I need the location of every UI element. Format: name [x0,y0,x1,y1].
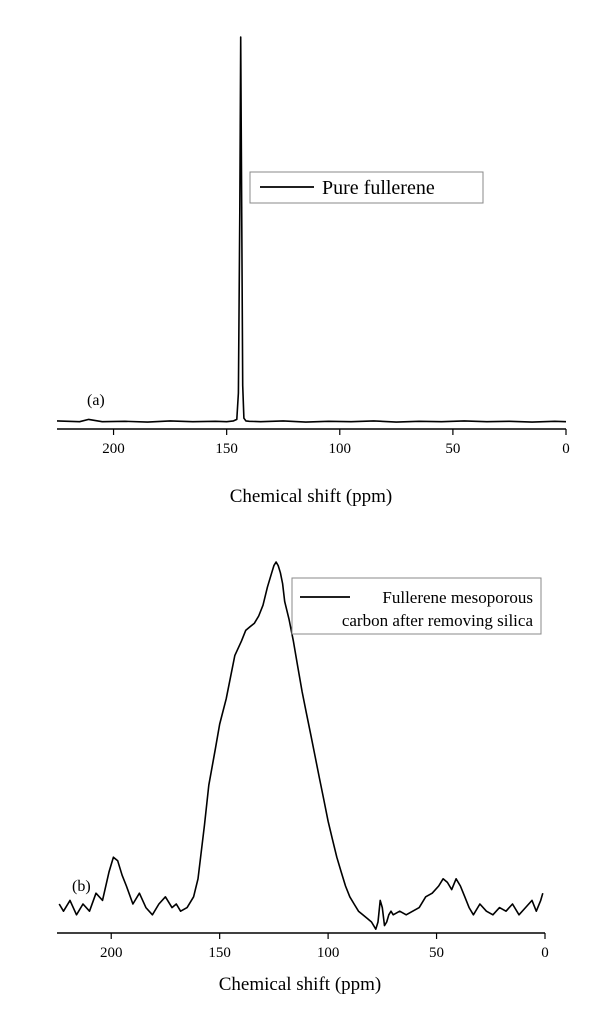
panel-b: 200 150 100 50 0 Chemical shift (ppm) (b) Fu… [57,561,549,995]
panel-a-series-line-0 [56,36,567,423]
panel-a-legend-entry: Pure fullerene [322,177,435,199]
panel-b-x-tick-label: 150 [208,945,231,961]
panel-a-x-tick-label: 50 [445,441,460,457]
panel-b-legend: Fullerene mesoporous carbon after removi… [291,577,542,635]
panel-a-legend: Pure fullerene [249,171,484,204]
panel-b-series-line-0 [58,561,544,931]
panel-a-x-tick-label: 150 [215,441,238,457]
panel-b-legend-box [291,577,542,635]
panel-a-x-ticks: 200 150 100 50 0 [102,429,570,457]
panel-b-x-tick-label: 200 [100,945,123,961]
panel-a-label: (a) [87,392,105,409]
panel-b-label: (b) [72,878,91,895]
panel-a-x-tick-label: 0 [562,441,570,457]
panel-a-x-tick-label: 200 [102,441,125,457]
panel-b-x-ticks: 200 150 100 50 0 [100,933,549,961]
panel-b-x-tick-label: 50 [429,945,444,961]
panel-a: 200 150 100 50 0 Chemical shift (ppm) (a) Pu… [56,36,570,507]
panel-a-x-tick-label: 100 [329,441,352,457]
panel-a-series [56,36,567,423]
panel-b-legend-entry-line-2: carbon after removing silica [342,611,534,630]
panel-b-x-tick-label: 0 [541,945,549,961]
panel-b-series [58,561,544,931]
panel-a-x-axis-title: Chemical shift (ppm) [230,486,393,507]
panel-b-x-tick-label: 100 [317,945,340,961]
panel-b-x-axis-title: Chemical shift (ppm) [219,974,382,995]
panel-b-legend-entry-line-1: Fullerene mesoporous [382,588,533,607]
